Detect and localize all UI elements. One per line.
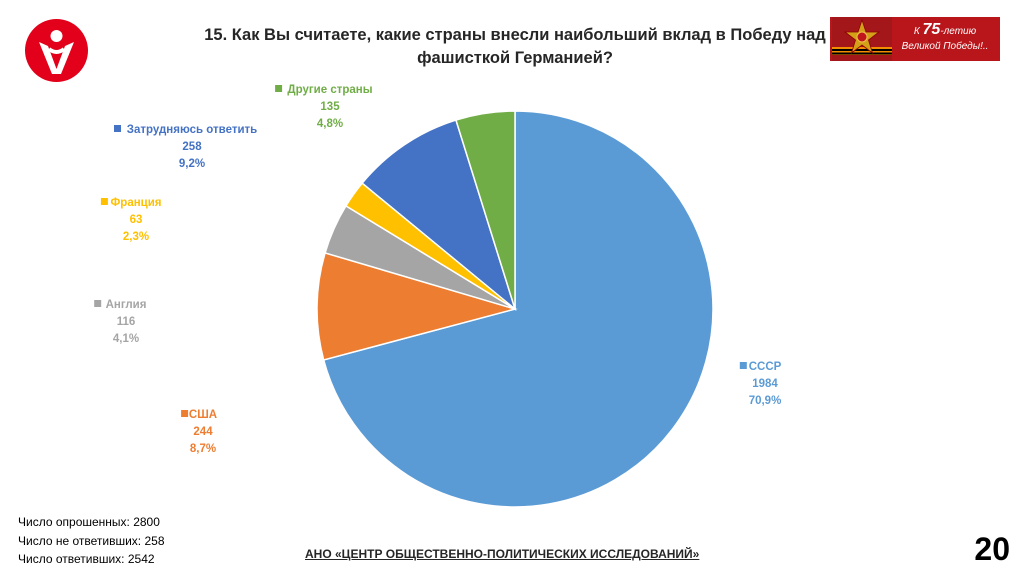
slice-percent-usa: 8,7% xyxy=(190,443,216,455)
badge-prefix: К xyxy=(913,26,923,37)
data-label-undecided: Затрудняюсь ответить 258 9,2% xyxy=(114,124,257,170)
slice-label-undecided: Затрудняюсь ответить xyxy=(127,124,257,136)
badge-number: 75 xyxy=(922,21,941,38)
survey-stats: Число опрошенных: 2800 Число не ответивш… xyxy=(18,513,165,569)
slice-label-usa: США xyxy=(189,409,217,421)
slice-label-france: Франция xyxy=(110,197,161,209)
legend-key-other xyxy=(275,85,283,92)
slice-percent-england: 4,1% xyxy=(113,333,139,345)
legend-key-france xyxy=(100,198,108,205)
anniversary-badge: К 75-летию Великой Победы!.. xyxy=(830,17,1000,61)
data-label-france: Франция 63 2,3% xyxy=(100,197,162,243)
chart-title-line2: фашисткой Германией? xyxy=(417,49,613,67)
pie-slice-usa xyxy=(316,251,518,361)
stat-surveyed: Число опрошенных: 2800 xyxy=(18,515,160,529)
footer-organization: АНО «ЦЕНТР ОБЩЕСТВЕННО-ПОЛИТИЧЕСКИХ ИССЛ… xyxy=(305,547,700,561)
data-label-usa: США 244 8,7% xyxy=(181,409,217,455)
slice-label-ussr: СССР xyxy=(749,361,782,373)
victory-order-icon xyxy=(832,17,892,61)
slice-value-england: 116 xyxy=(117,316,136,328)
slice-value-usa: 244 xyxy=(193,426,213,438)
slice-value-ussr: 1984 xyxy=(752,378,778,390)
organization-logo xyxy=(25,19,88,82)
data-label-other: Другие страны 135 4,8% xyxy=(275,84,373,130)
page-number: 20 xyxy=(974,531,1010,567)
chart-title: 15. Как Вы считаете, какие страны внесли… xyxy=(190,24,840,70)
stat-not-answered: Число не ответивших: 258 xyxy=(18,533,165,548)
slice-percent-france: 2,3% xyxy=(123,231,149,243)
badge-text: К 75-летию Великой Победы!.. xyxy=(894,22,996,54)
data-label-ussr: СССР 1984 70,9% xyxy=(739,361,782,407)
badge-line2: Великой Победы!.. xyxy=(901,41,989,52)
chart-title-line1: 15. Как Вы считаете, какие страны внесли… xyxy=(204,26,826,44)
badge-suffix: -летию xyxy=(940,26,977,37)
pie-slice-undecided xyxy=(361,119,517,312)
slice-label-england: Англия xyxy=(106,299,147,311)
slice-percent-undecided: 9,2% xyxy=(179,158,205,170)
pie-slice-ussr xyxy=(322,110,714,508)
slice-value-france: 63 xyxy=(130,214,143,226)
pie-slice-other xyxy=(454,110,516,310)
legend-key-usa xyxy=(181,410,189,417)
stat-answered: Число ответивших: 2542 xyxy=(18,552,155,566)
legend-key-undecided xyxy=(114,125,121,132)
legend-key-ussr xyxy=(739,362,747,369)
slice-percent-ussr: 70,9% xyxy=(749,395,782,407)
data-label-england: Англия 116 4,1% xyxy=(94,299,146,345)
slice-value-other: 135 xyxy=(320,101,340,113)
slice-percent-other: 4,8% xyxy=(317,118,343,130)
legend-key-england xyxy=(94,300,102,307)
slice-value-undecided: 258 xyxy=(182,141,202,153)
slice-label-other: Другие страны xyxy=(287,84,372,96)
